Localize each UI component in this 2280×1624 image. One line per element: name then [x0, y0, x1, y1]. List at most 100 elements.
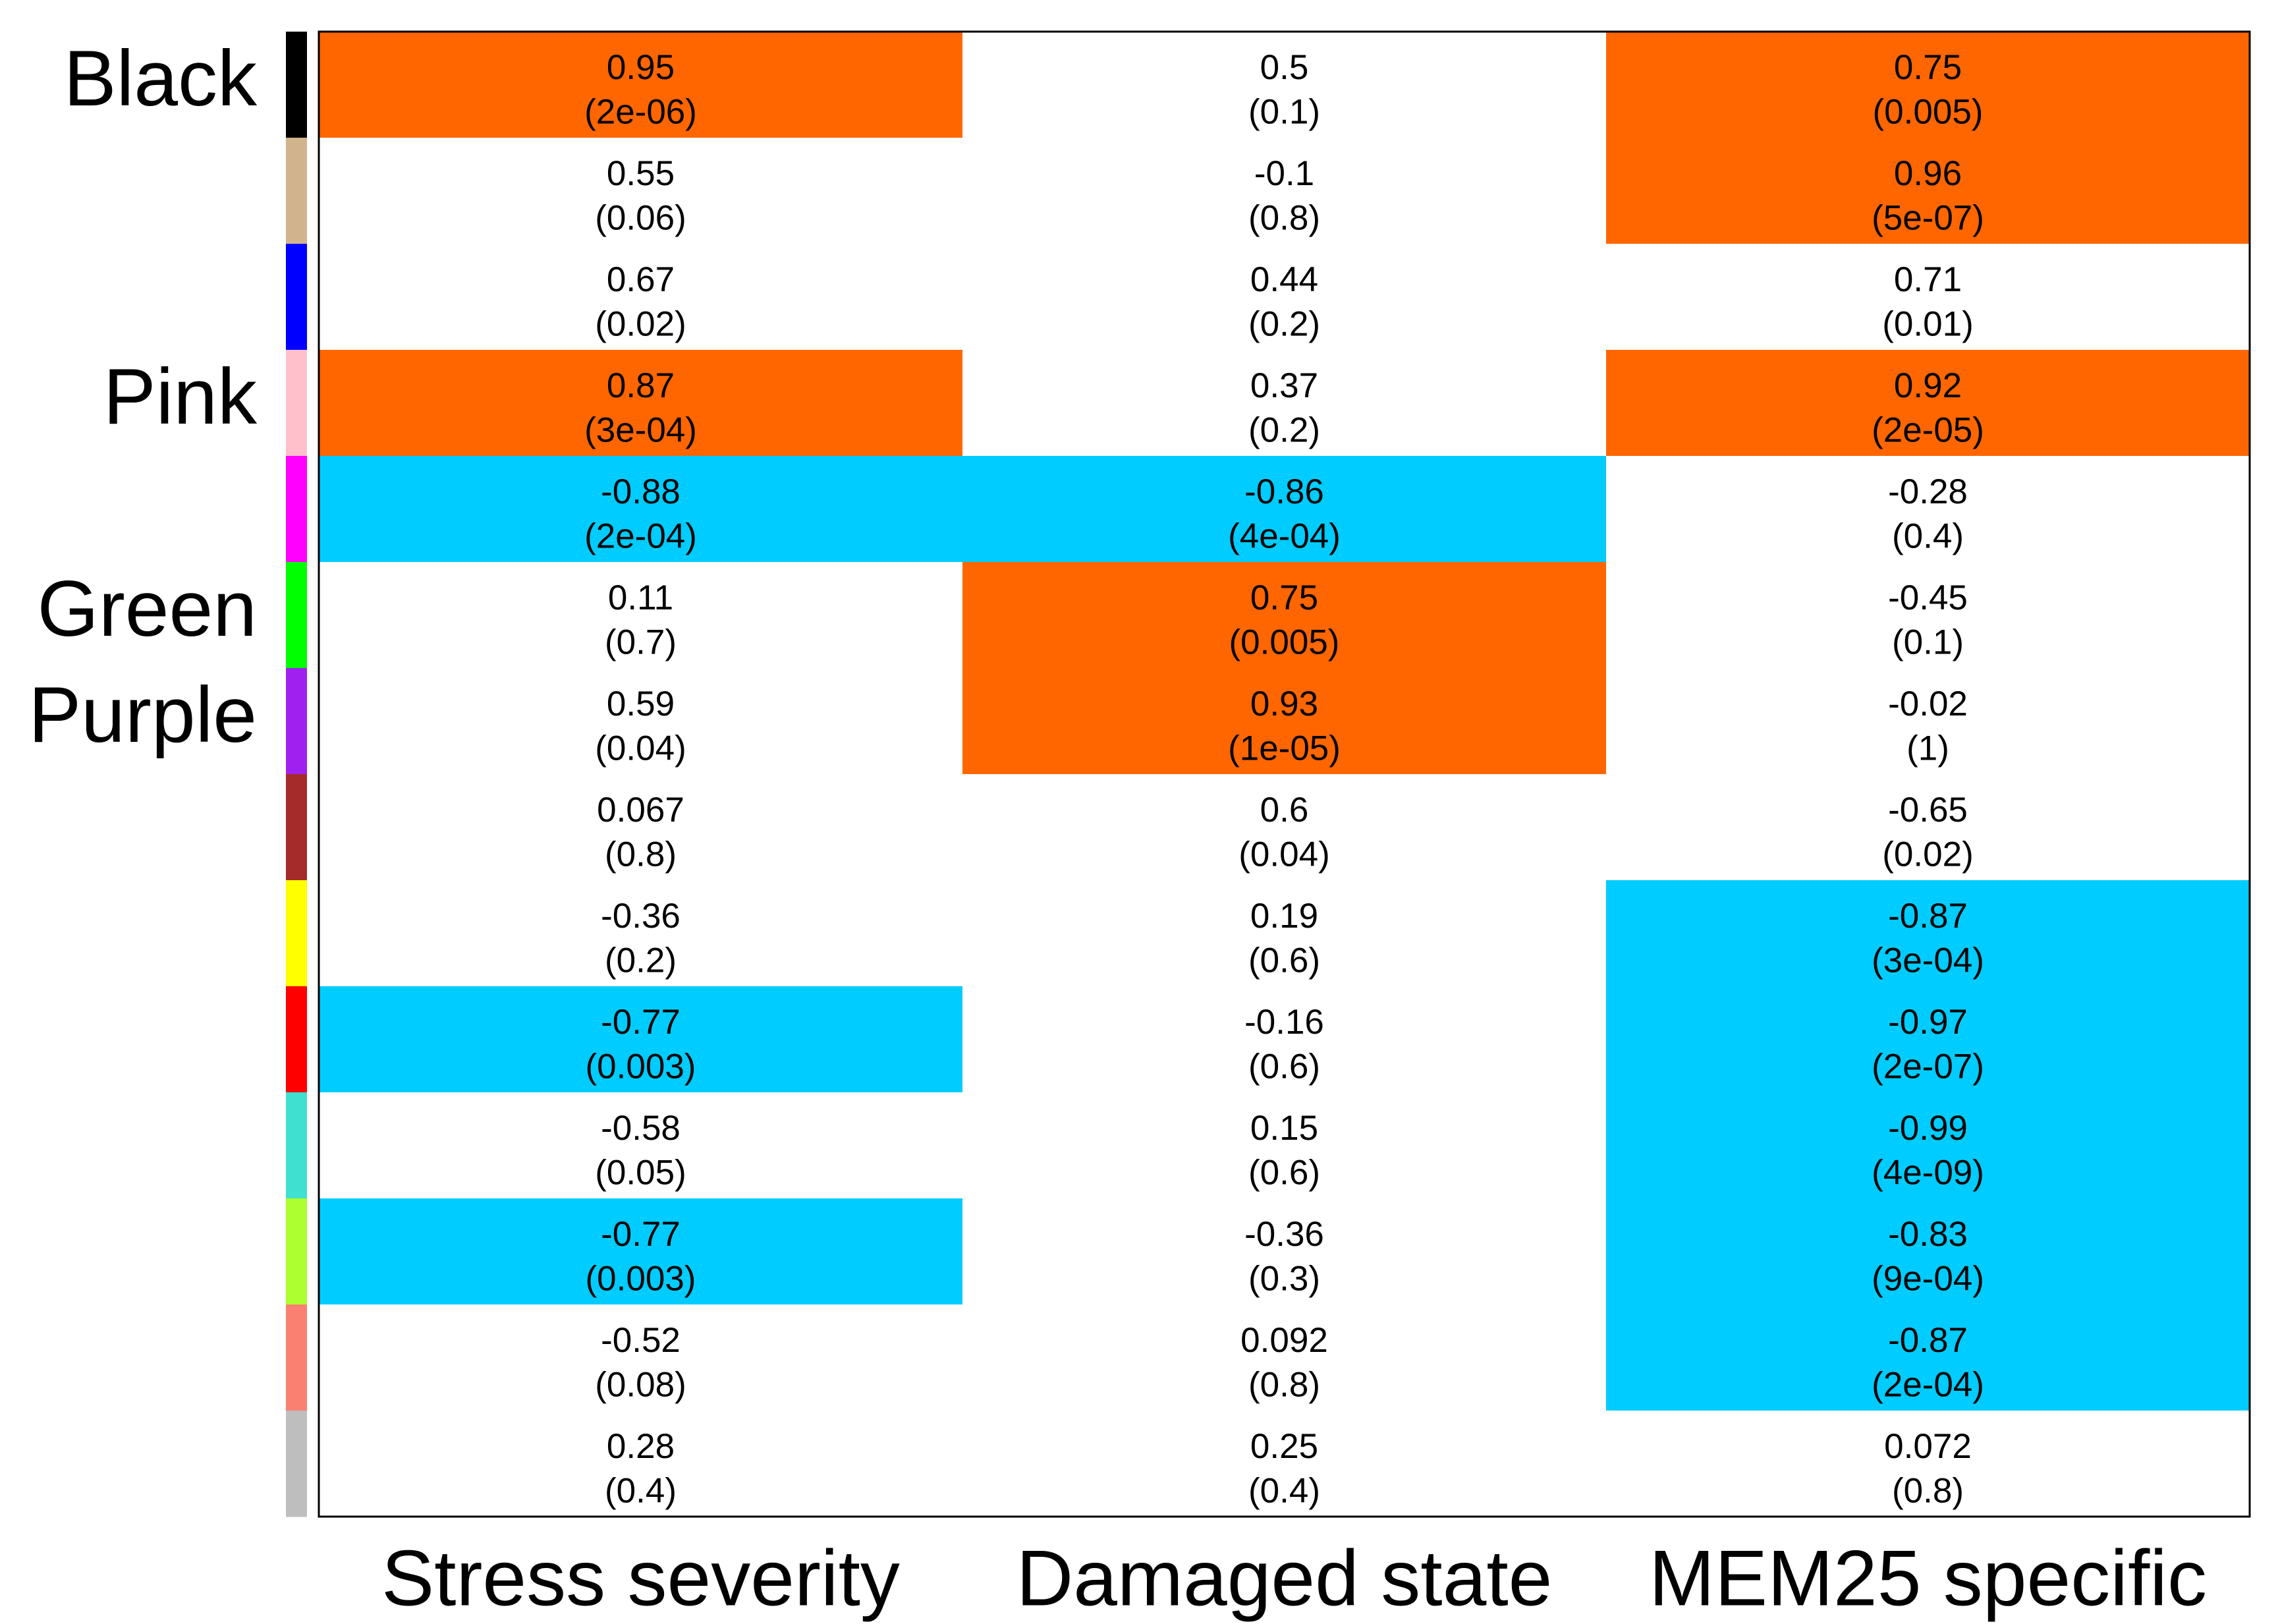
cell-correlation: 0.37 [1250, 366, 1318, 405]
heatmap-cell [1606, 244, 2250, 350]
cell-correlation: -0.1 [1254, 154, 1314, 193]
heatmap-cell [319, 456, 963, 563]
module-color-swatch [286, 32, 307, 138]
heatmap-cell [962, 1092, 1607, 1199]
cell-correlation: 0.93 [1250, 685, 1318, 723]
heatmap-cell [962, 350, 1607, 457]
cell-pvalue: (0.08) [595, 1366, 686, 1405]
module-color-swatch [286, 138, 307, 244]
module-color-swatch [286, 562, 307, 669]
heatmap-cell [1606, 350, 2250, 457]
module-color-swatch [286, 668, 307, 775]
cell-pvalue: (0.02) [595, 305, 686, 344]
heatmap-cell [962, 32, 1607, 138]
cell-correlation: -0.28 [1888, 472, 1968, 511]
heatmap-cell [962, 562, 1607, 669]
heatmap-border [318, 30, 2251, 1518]
cell-correlation: -0.16 [1244, 1003, 1324, 1042]
cell-correlation: 0.92 [1894, 366, 1962, 405]
cell-pvalue: (0.4) [1248, 1472, 1320, 1511]
row-label: Purple [28, 671, 257, 759]
heatmap-cell [962, 774, 1607, 881]
module-color-swatch [286, 986, 307, 1093]
cell-pvalue: (9e-04) [1872, 1260, 1984, 1299]
heatmap-cell [1606, 1198, 2250, 1305]
cell-pvalue: (0.01) [1882, 305, 1973, 344]
cell-pvalue: (1) [1906, 729, 1949, 768]
heatmap-cell [1606, 138, 2250, 244]
cell-pvalue: (0.05) [595, 1154, 686, 1192]
cell-correlation: 0.5 [1260, 48, 1309, 87]
heatmap-cell [1606, 880, 2250, 987]
heatmap-cell [319, 774, 963, 881]
heatmap-cells: 0.95 (2e-06) 0.5 (0.1) 0.75 (0.005) 0.55 (0.06)… [319, 32, 2250, 1517]
heatmap-cell [319, 1304, 963, 1411]
module-color-swatch [286, 774, 307, 881]
heatmap-cell [319, 244, 963, 350]
heatmap-cell [962, 244, 1607, 350]
cell-correlation: 0.44 [1250, 260, 1318, 299]
cell-pvalue: (0.8) [605, 835, 677, 874]
cell-pvalue: (0.005) [1229, 623, 1340, 662]
cell-correlation: 0.59 [607, 685, 675, 723]
module-color-bar [286, 32, 307, 1517]
cell-pvalue: (0.4) [605, 1472, 677, 1511]
cell-pvalue: (0.003) [586, 1048, 696, 1086]
heatmap-cell [1606, 1411, 2250, 1517]
heatmap-cell [1606, 456, 2250, 563]
heatmap-cell [1606, 1304, 2250, 1411]
row-label: Pink [103, 352, 258, 441]
heatmap-cell [1606, 562, 2250, 669]
cell-pvalue: (1e-05) [1228, 729, 1341, 768]
column-labels: Stress severity Damaged state MEM25 specif… [381, 1534, 2207, 1623]
heatmap-cell [319, 986, 963, 1093]
cell-pvalue: (0.8) [1248, 1366, 1320, 1405]
cell-correlation: 0.71 [1894, 260, 1962, 299]
heatmap-cell [1606, 986, 2250, 1093]
heatmap-cell [319, 32, 963, 138]
heatmap-cell [962, 1411, 1607, 1517]
module-color-swatch [286, 1411, 307, 1517]
column-label: MEM25 specific [1649, 1534, 2207, 1623]
cell-pvalue: (0.7) [605, 623, 677, 662]
heatmap-cell [962, 880, 1607, 987]
module-color-swatch [286, 1092, 307, 1199]
cell-correlation: -0.52 [601, 1321, 681, 1360]
cell-correlation: 0.6 [1260, 791, 1309, 829]
module-color-swatch [286, 1304, 307, 1411]
heatmap-cell [319, 668, 963, 775]
cell-correlation: -0.77 [601, 1003, 681, 1042]
cell-pvalue: (0.003) [586, 1260, 696, 1299]
cell-pvalue: (2e-06) [584, 93, 697, 132]
cell-correlation: 0.75 [1250, 578, 1318, 617]
heatmap-cell [319, 1411, 963, 1517]
cell-correlation: -0.87 [1888, 1321, 1968, 1360]
cell-pvalue: (2e-07) [1872, 1048, 1984, 1086]
cell-pvalue: (2e-04) [584, 517, 697, 556]
cell-pvalue: (0.8) [1248, 199, 1320, 238]
module-color-swatch [286, 350, 307, 457]
cell-correlation: -0.36 [1244, 1215, 1324, 1254]
cell-correlation: -0.97 [1888, 1003, 1968, 1042]
heatmap-cell [319, 1198, 963, 1305]
heatmap-cell [319, 350, 963, 457]
heatmap-cell [962, 668, 1607, 775]
column-label: Stress severity [381, 1534, 900, 1623]
cell-correlation: -0.99 [1888, 1109, 1968, 1148]
cell-pvalue: (0.2) [1248, 305, 1320, 344]
heatmap-cell [1606, 774, 2250, 881]
cell-correlation: -0.65 [1888, 791, 1968, 829]
heatmap-cell [1606, 1092, 2250, 1199]
cell-correlation: 0.96 [1894, 154, 1962, 193]
cell-pvalue: (0.6) [1248, 941, 1320, 980]
cell-correlation: 0.092 [1240, 1321, 1328, 1360]
module-color-swatch [286, 880, 307, 987]
cell-correlation: -0.87 [1888, 897, 1968, 936]
cell-correlation: -0.58 [601, 1109, 681, 1148]
cell-correlation: 0.95 [607, 48, 675, 87]
cell-pvalue: (0.2) [605, 941, 677, 980]
heatmap-cell [962, 138, 1607, 244]
cell-pvalue: (0.005) [1873, 93, 1984, 132]
heatmap-cell [962, 986, 1607, 1093]
